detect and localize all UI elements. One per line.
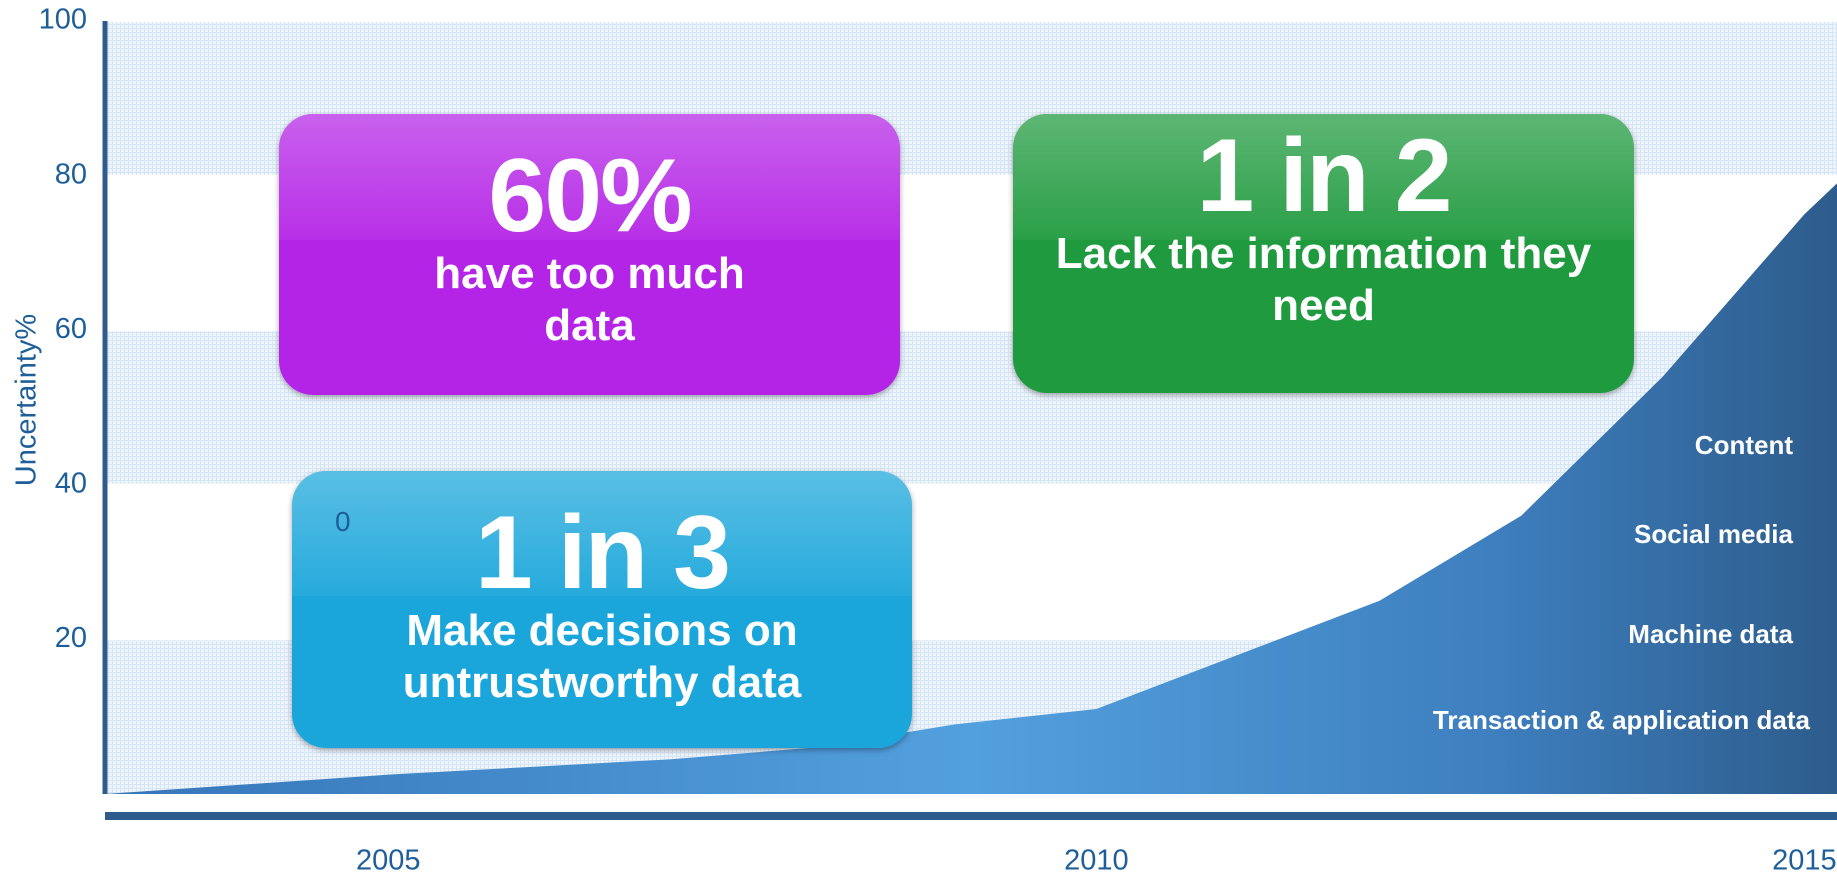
callout: 60% have too much data — [279, 114, 900, 395]
callout-headline: 60% — [488, 138, 692, 254]
x-tick-label: 2010 — [1064, 845, 1129, 877]
callout-text: Lack the information they need — [1055, 229, 1592, 330]
x-tick-label: 2005 — [356, 845, 421, 877]
y-axis-label: Uncertainty% — [11, 314, 43, 486]
callout: 1 in 3 Make decisions on untrustworthy da… — [292, 471, 912, 748]
y-tick-label: 40 — [55, 467, 87, 499]
x-tick-label: 2015 — [1772, 845, 1837, 877]
callout-text: have too much data — [434, 249, 745, 350]
stray-label: 0 — [335, 506, 351, 537]
y-tick-label: 20 — [55, 622, 87, 654]
callout-text: Make decisions on untrustworthy data — [402, 606, 802, 707]
area-label: Transaction & application data — [1433, 705, 1811, 735]
area-label: Content — [1695, 430, 1794, 460]
callout: 1 in 2 Lack the information they need — [1013, 114, 1634, 393]
y-tick-label: 80 — [55, 158, 87, 190]
callout-headline: 1 in 2 — [1196, 118, 1453, 234]
area — [105, 183, 1837, 794]
area-label: Social media — [1634, 519, 1793, 549]
y-tick-label: 100 — [39, 4, 87, 36]
y-tick-label: 60 — [55, 313, 87, 345]
callout-headline: 1 in 3 — [475, 495, 731, 611]
area-label: Machine data — [1628, 619, 1793, 649]
